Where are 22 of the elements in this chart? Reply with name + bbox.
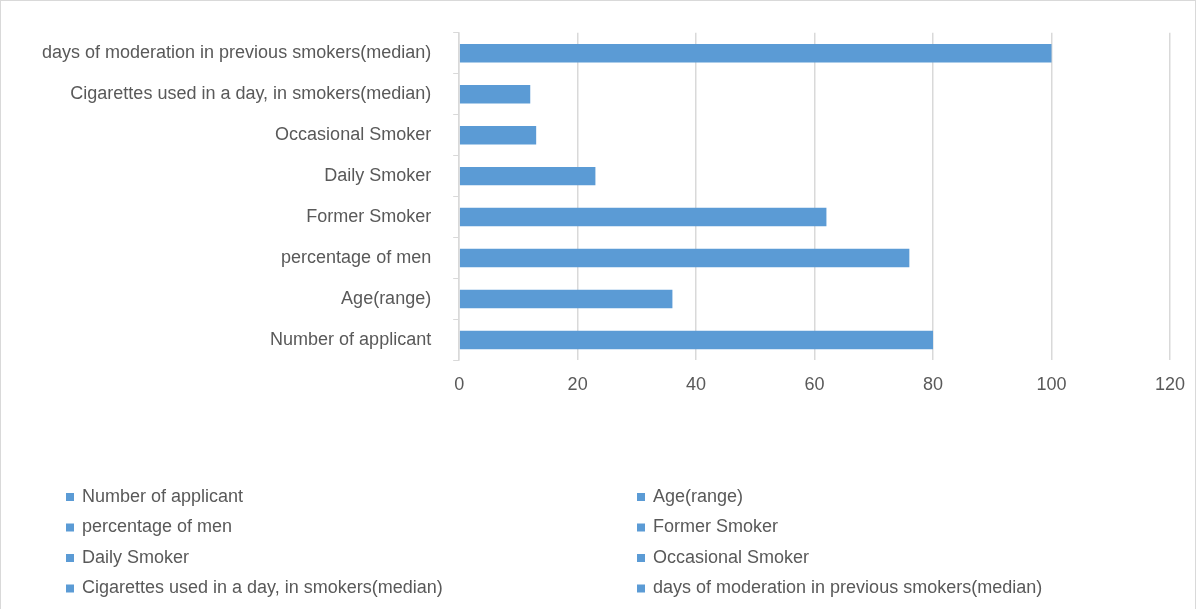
y-tick-label: Number of applicant [270,328,432,349]
x-tick-label: 40 [686,374,707,395]
x-tick-label: 80 [923,374,944,395]
legend-label: days of moderation in previous smokers(median) [653,577,1043,598]
x-tick-label: 60 [804,374,825,395]
y-tick-label: Age(range) [341,287,432,308]
legend-label: percentage of men [82,516,233,537]
x-tick-label: 120 [1154,374,1186,395]
y-tick-label: Former Smoker [306,206,432,227]
legend-label: Daily Smoker [82,546,190,567]
y-tick-label: Daily Smoker [324,165,432,186]
legend-label: Occasional Smoker [653,546,810,567]
x-tick-label: 0 [454,374,465,395]
y-tick-label: days of moderation in previous smokers(median) [42,42,432,63]
x-tick-label: 100 [1036,374,1067,395]
x-tick-label: 20 [567,374,588,395]
y-tick-label: Cigarettes used in a day, in smokers(median) [70,83,432,104]
legend-label: Former Smoker [653,516,779,537]
y-tick-label: Occasional Smoker [275,124,432,145]
y-tick-label: percentage of men [281,246,432,267]
legend-label: Number of applicant [82,485,244,506]
legend-label: Age(range) [653,485,744,506]
